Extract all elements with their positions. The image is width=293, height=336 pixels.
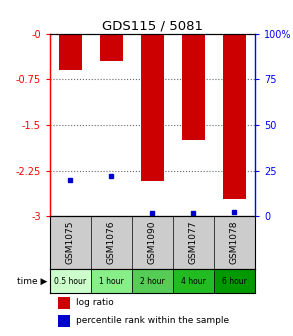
Text: log ratio: log ratio — [76, 298, 114, 307]
Text: GSM1077: GSM1077 — [189, 221, 198, 264]
Text: GSM1078: GSM1078 — [230, 221, 239, 264]
Bar — [100, 34, 123, 61]
Text: GSM1076: GSM1076 — [107, 221, 116, 264]
Text: 2 hour: 2 hour — [140, 277, 165, 286]
FancyBboxPatch shape — [214, 269, 255, 293]
Text: GSM1090: GSM1090 — [148, 221, 157, 264]
FancyBboxPatch shape — [50, 269, 91, 293]
FancyBboxPatch shape — [173, 269, 214, 293]
Bar — [223, 34, 246, 199]
Text: percentile rank within the sample: percentile rank within the sample — [76, 317, 230, 326]
FancyBboxPatch shape — [132, 269, 173, 293]
Bar — [182, 34, 205, 140]
Text: time ▶: time ▶ — [17, 277, 48, 286]
Bar — [58, 297, 70, 309]
Title: GDS115 / 5081: GDS115 / 5081 — [102, 19, 203, 33]
FancyBboxPatch shape — [91, 269, 132, 293]
Text: 0.5 hour: 0.5 hour — [54, 277, 86, 286]
Bar — [141, 34, 163, 181]
Bar — [58, 315, 70, 328]
Text: 1 hour: 1 hour — [99, 277, 124, 286]
Text: 4 hour: 4 hour — [181, 277, 206, 286]
Text: GSM1075: GSM1075 — [66, 221, 75, 264]
Text: 6 hour: 6 hour — [222, 277, 247, 286]
Bar — [59, 34, 81, 70]
